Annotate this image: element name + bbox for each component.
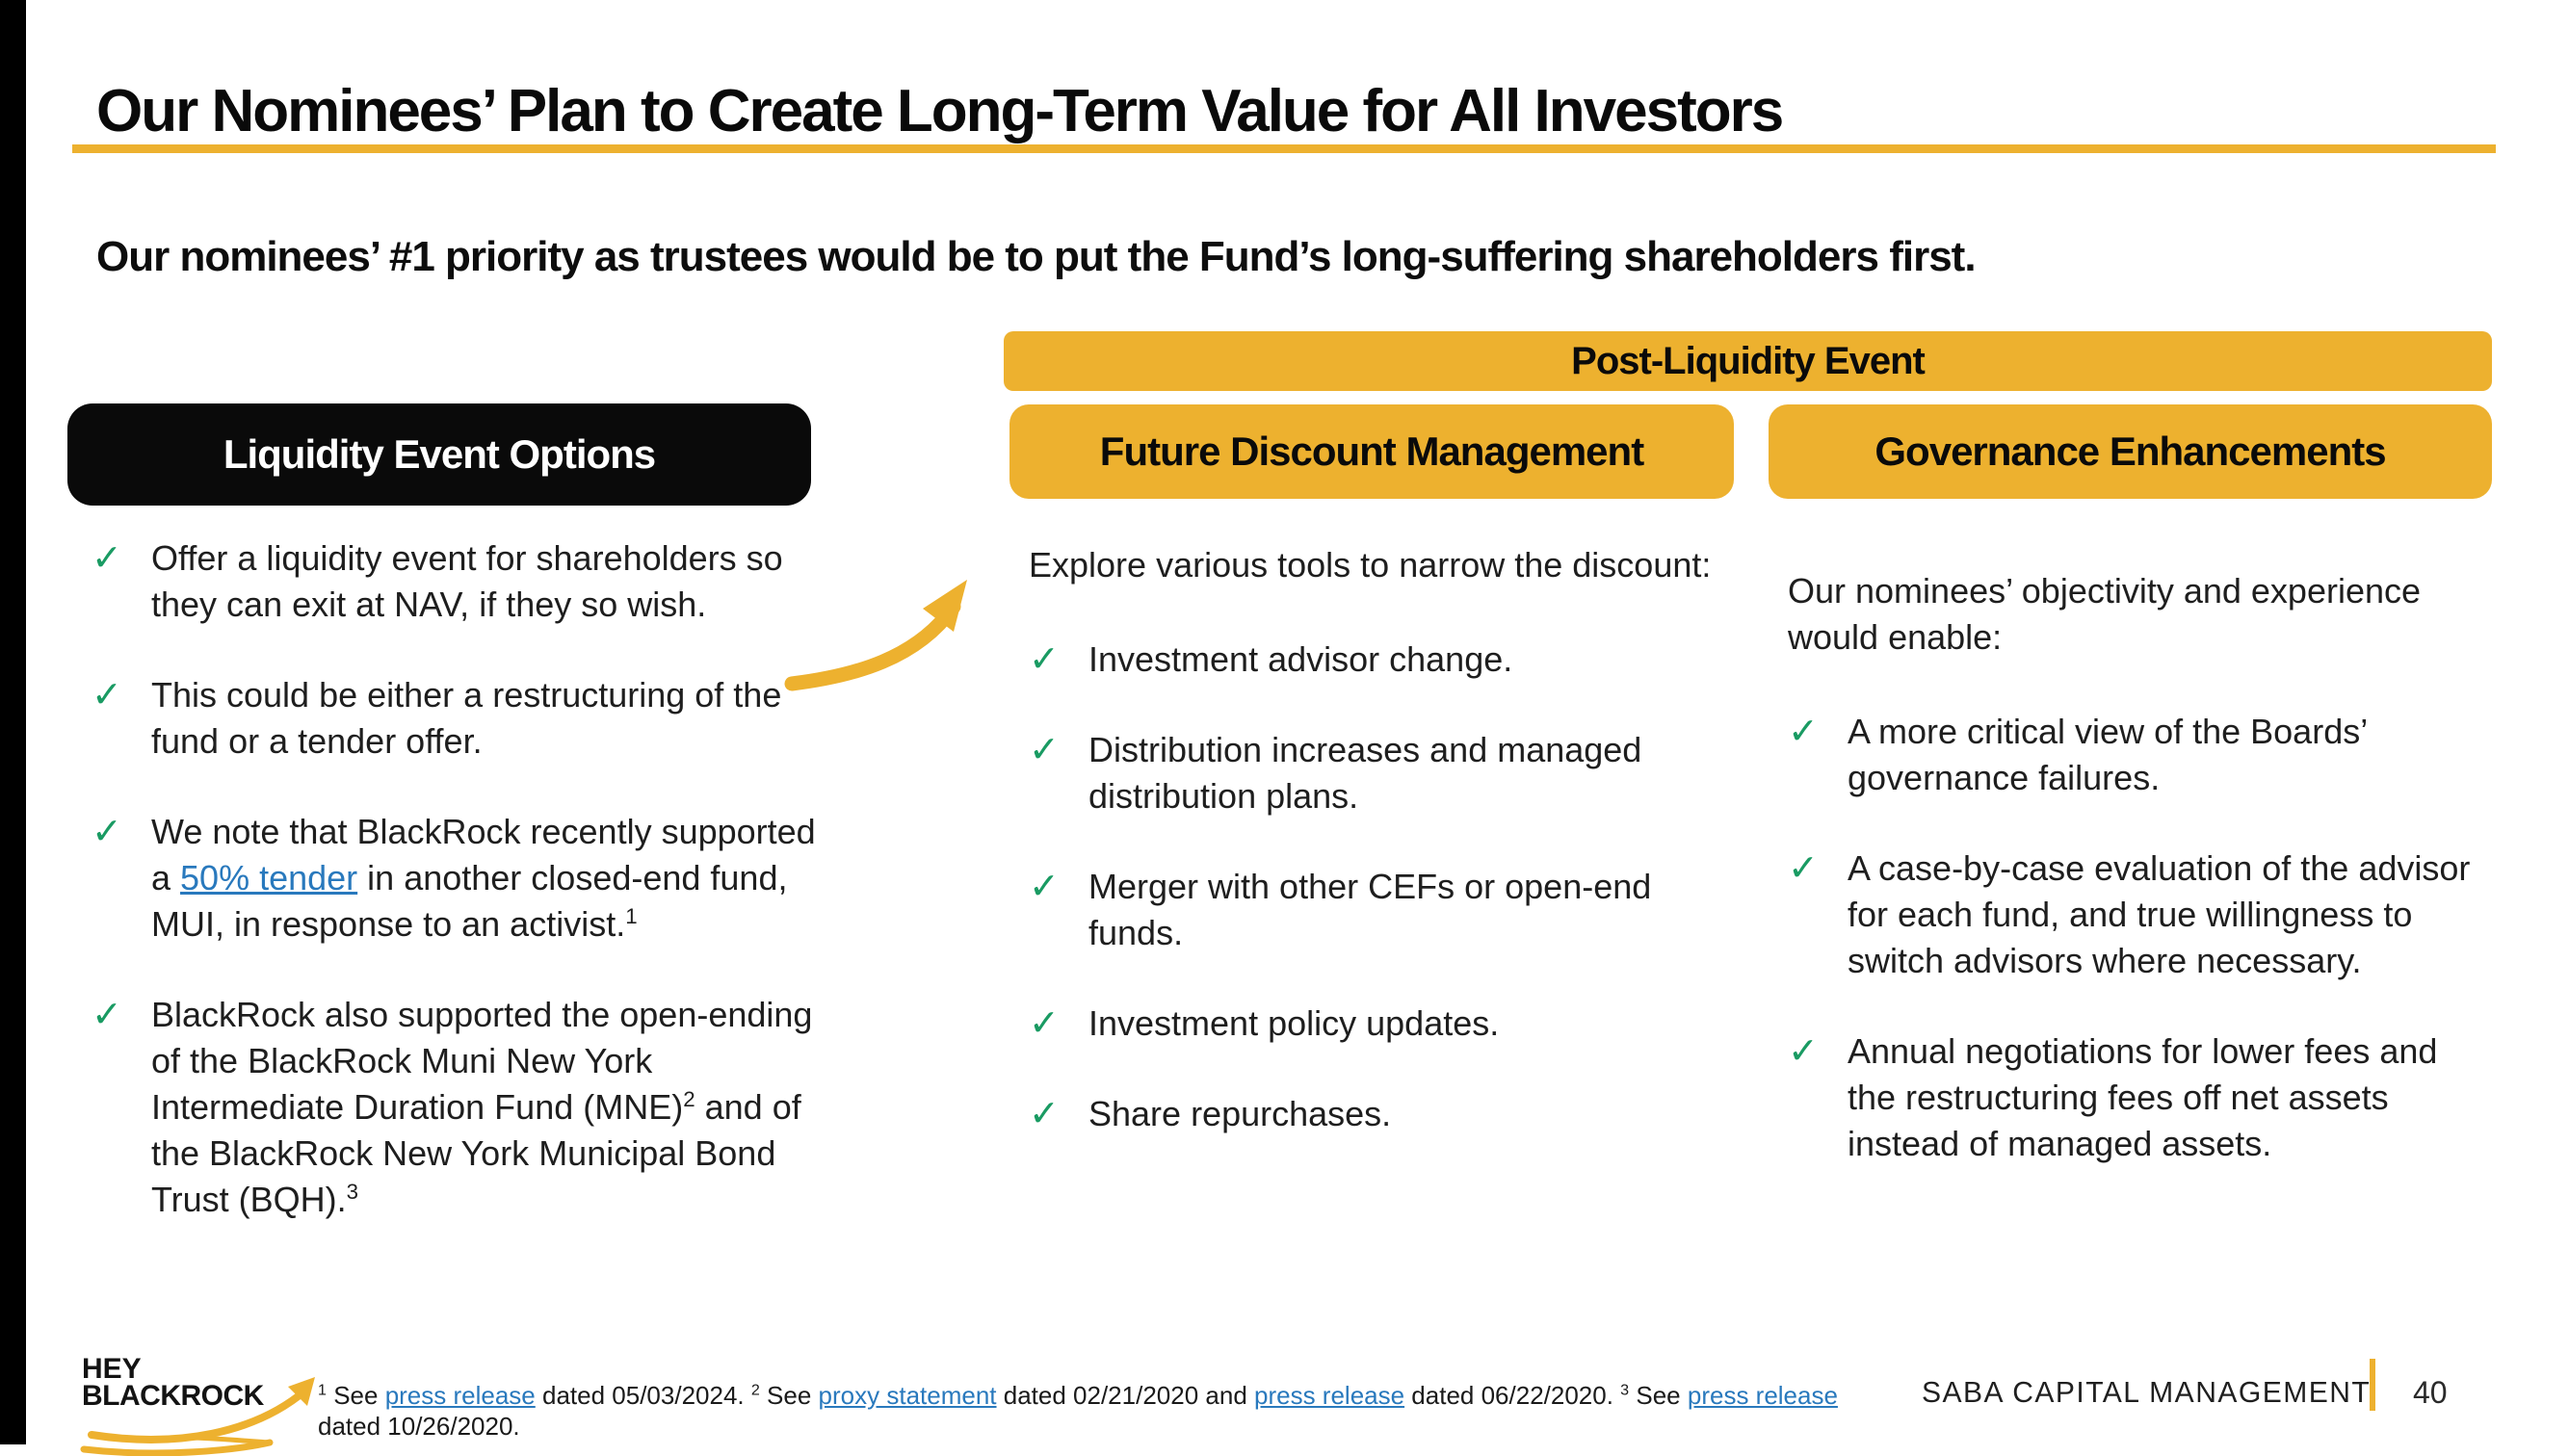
check-icon: ✓ [1029,867,1060,907]
slide-edge-bar [0,0,26,1444]
list-item: ✓ Share repurchases. [1029,1091,1726,1137]
future-discount-bullet-list: ✓ Investment advisor change. ✓ Distribut… [1029,637,1726,1137]
bullet-text: BlackRock also supported the open-ending… [151,995,813,1219]
bullet-text: Share repurchases. [1088,1094,1392,1133]
footnote-reference: 1 [318,1381,327,1399]
bullet-text: A more critical view of the Boards’ gove… [1848,712,2367,797]
bullet-text: Merger with other CEFs or open-end funds… [1088,867,1652,952]
inline-link[interactable]: press release [1254,1381,1405,1410]
list-item: ✓ A case-by-case evaluation of the advis… [1788,845,2485,984]
column-intro: Our nominees’ objectivity and experience… [1788,571,2422,657]
page-title: Our Nominees’ Plan to Create Long-Term V… [96,77,1784,144]
logo-text-blackrock: BLACKROCK [82,1379,264,1412]
bullet-text: Annual negotiations for lower fees and t… [1848,1031,2438,1163]
bullet-text: Investment policy updates. [1088,1003,1500,1043]
check-icon: ✓ [1029,639,1060,680]
future-discount-management-header: Future Discount Management [1009,404,1734,499]
list-item: ✓ This could be either a restructuring o… [92,672,816,765]
inline-link[interactable]: 50% tender [180,858,358,897]
check-icon: ✓ [1788,712,1819,752]
footnote-reference: 2 [750,1381,760,1399]
footer-divider [2370,1359,2375,1411]
list-item: ✓ Merger with other CEFs or open-end fun… [1029,864,1726,956]
bullet-text: Investment advisor change. [1088,639,1513,679]
list-item: ✓ Annual negotiations for lower fees and… [1788,1028,2485,1167]
footnote-reference: 3 [346,1180,359,1204]
list-item: ✓ Distribution increases and managed dis… [1029,727,1726,819]
check-icon: ✓ [1029,1094,1060,1134]
check-icon: ✓ [92,675,122,715]
check-icon: ✓ [92,538,122,579]
list-item: ✓ A more critical view of the Boards’ go… [1788,709,2485,801]
bullet-text: A case-by-case evaluation of the advisor… [1848,848,2471,980]
column-intro: Explore various tools to narrow the disc… [1029,545,1712,585]
bullet-text: We note that BlackRock recently supporte… [151,812,816,944]
post-liquidity-event-banner: Post-Liquidity Event [1004,331,2492,391]
future-discount-column: Explore various tools to narrow the disc… [1029,542,1726,1137]
bullet-text: Offer a liquidity event for shareholders… [151,538,783,624]
list-item: ✓ We note that BlackRock recently suppor… [92,809,816,948]
governance-column: Our nominees’ objectivity and experience… [1788,568,2485,1167]
liquidity-column: ✓ Offer a liquidity event for shareholde… [92,535,816,1223]
inline-link[interactable]: press release [1687,1381,1838,1410]
governance-enhancements-header: Governance Enhancements [1769,404,2492,499]
list-item: ✓ Offer a liquidity event for shareholde… [92,535,816,628]
check-icon: ✓ [1788,1031,1819,1072]
bullet-text: This could be either a restructuring of … [151,675,782,761]
inline-link[interactable]: proxy statement [818,1381,997,1410]
check-icon: ✓ [1788,848,1819,889]
liquidity-bullet-list: ✓ Offer a liquidity event for shareholde… [92,535,816,1223]
footnote-reference: 3 [1620,1381,1630,1399]
check-icon: ✓ [92,995,122,1035]
page-subtitle: Our nominees’ #1 priority as trustees wo… [96,232,1977,280]
footnote-reference: 2 [683,1087,695,1111]
title-underline [72,144,2496,153]
page-number: 40 [2413,1375,2448,1410]
saba-capital-management-wordmark: SABA CAPITAL MANAGEMENT [1922,1375,2372,1409]
liquidity-event-options-header: Liquidity Event Options [67,403,811,506]
footnote: 1 See press release dated 05/03/2024. 2 … [318,1381,1838,1441]
hey-blackrock-logo: HEY BLACKROCK [80,1353,342,1456]
curved-arrow-icon [782,566,1004,711]
logo-text-hey: HEY [82,1353,142,1385]
list-item: ✓ Investment advisor change. [1029,637,1726,683]
list-item: ✓ Investment policy updates. [1029,1001,1726,1047]
check-icon: ✓ [1029,730,1060,770]
check-icon: ✓ [1029,1003,1060,1044]
governance-bullet-list: ✓ A more critical view of the Boards’ go… [1788,709,2485,1167]
footnote-reference: 1 [625,904,638,928]
inline-link[interactable]: press release [384,1381,536,1410]
bullet-text: Distribution increases and managed distr… [1088,730,1642,816]
list-item: ✓ BlackRock also supported the open-endi… [92,992,816,1223]
check-icon: ✓ [92,812,122,852]
